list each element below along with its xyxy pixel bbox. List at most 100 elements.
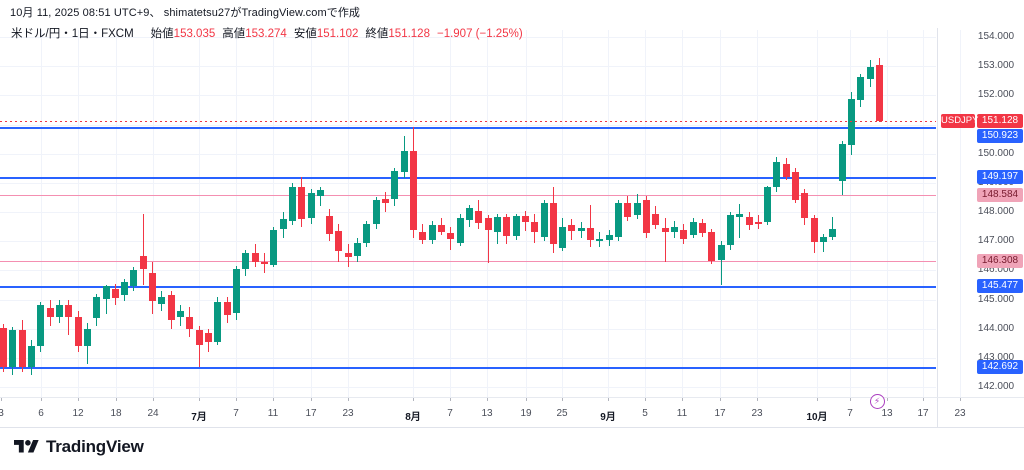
tradingview-logo-text: TradingView: [46, 437, 144, 456]
candle: [354, 242, 361, 256]
candle-wick: [199, 325, 200, 367]
candle: [876, 65, 883, 121]
candle: [149, 273, 156, 301]
time-axis-label: 6: [38, 408, 44, 419]
time-axis-label: 11: [267, 408, 279, 419]
candle: [9, 330, 16, 367]
symbol-legend: 米ドル/円・1日・FXCM 始値153.035 高値153.274 安値151.102…: [11, 25, 523, 41]
candle: [550, 202, 557, 245]
v-gridline: [153, 30, 154, 397]
candle: [326, 216, 333, 234]
time-axis-tick: [608, 397, 609, 401]
h-gridline: [0, 357, 936, 359]
time-axis-label: 8月: [405, 412, 421, 423]
candle: [671, 226, 678, 232]
candle: [606, 235, 613, 240]
time-axis-label: 19: [520, 408, 532, 419]
horizontal-level-line[interactable]: [0, 195, 936, 196]
horizontal-level-line[interactable]: [0, 177, 936, 180]
candle-wick: [823, 233, 824, 252]
close-value: 151.128: [388, 28, 430, 40]
candle-wick: [665, 218, 666, 262]
time-axis-label: 13: [881, 408, 893, 419]
candle: [541, 202, 548, 237]
candle: [317, 190, 324, 196]
time-axis-tick: [273, 397, 274, 401]
h-gridline: [0, 95, 936, 97]
candle: [214, 302, 221, 342]
candle: [662, 228, 669, 232]
candle: [289, 187, 296, 221]
candle: [755, 222, 762, 225]
v-gridline: [850, 30, 851, 397]
current-price-line[interactable]: [0, 120, 936, 122]
time-axis-label: 5: [642, 408, 648, 419]
candle: [839, 143, 846, 182]
candle: [773, 162, 780, 187]
price-axis-label: 148.000: [977, 206, 1015, 217]
candle: [242, 252, 249, 269]
change-value: −1.907 (−1.25%): [436, 28, 523, 40]
v-gridline: [199, 30, 200, 397]
price-axis-label: 143.000: [977, 351, 1015, 363]
event-lightning-icon[interactable]: ⚡: [869, 393, 885, 409]
candle-wick: [106, 284, 107, 315]
horizontal-level-line[interactable]: [0, 366, 936, 369]
time-axis-tick: [526, 397, 527, 401]
horizontal-level-line[interactable]: [0, 261, 936, 263]
level-price-badge: 150.923: [977, 128, 1023, 143]
time-axis-tick: [199, 397, 200, 401]
time-axis-tick: [850, 397, 851, 401]
candle: [280, 219, 287, 230]
lightning-glyph: ⚡: [873, 395, 881, 406]
candle: [485, 218, 492, 231]
tradingview-logo-icon: [14, 440, 39, 453]
candle: [0, 328, 7, 367]
h-gridline: [0, 182, 936, 184]
candle: [736, 213, 743, 217]
price-axis-label: 142.000: [977, 381, 1015, 392]
time-axis-tick: [1, 397, 2, 401]
candle: [65, 305, 72, 317]
candle: [382, 198, 389, 204]
tradingview-logo[interactable]: TradingView: [14, 437, 144, 457]
time-axis-label: 17: [917, 408, 929, 419]
h-gridline: [0, 37, 936, 38]
candle: [699, 223, 706, 234]
time-axis-tick: [887, 397, 888, 401]
candle: [680, 230, 687, 239]
candle: [429, 225, 436, 240]
candle: [103, 286, 110, 300]
time-axis-label: 7: [447, 408, 453, 419]
time-axis-label: 23: [342, 408, 354, 419]
v-gridline: [608, 30, 609, 397]
candle-wick: [721, 241, 722, 286]
candle: [401, 150, 408, 172]
candle: [186, 317, 193, 329]
open-label: 始値: [150, 28, 174, 40]
time-axis-label: 23: [751, 408, 763, 419]
h-gridline: [0, 270, 936, 272]
time-axis-tick: [645, 397, 646, 401]
level-price-badge: 148.584: [977, 188, 1023, 202]
candle: [47, 308, 54, 318]
candle-wick: [143, 213, 144, 285]
time-axis-tick: [757, 397, 758, 401]
candle: [820, 236, 827, 242]
open-value: 153.035: [173, 28, 216, 40]
candle: [522, 215, 529, 222]
candle: [345, 252, 352, 258]
v-gridline: [348, 30, 349, 397]
symbol-title[interactable]: 米ドル/円・1日・FXCM: [11, 28, 134, 40]
candle: [624, 202, 631, 217]
horizontal-level-line[interactable]: [0, 285, 936, 288]
time-axis-label: 17: [305, 408, 317, 419]
candle: [867, 66, 874, 79]
horizontal-level-line[interactable]: [0, 126, 936, 129]
candle: [746, 216, 753, 226]
candle: [93, 296, 100, 319]
candle: [308, 193, 315, 218]
time-axis-tick: [923, 397, 924, 401]
price-axis-label: 154.000: [977, 31, 1015, 42]
